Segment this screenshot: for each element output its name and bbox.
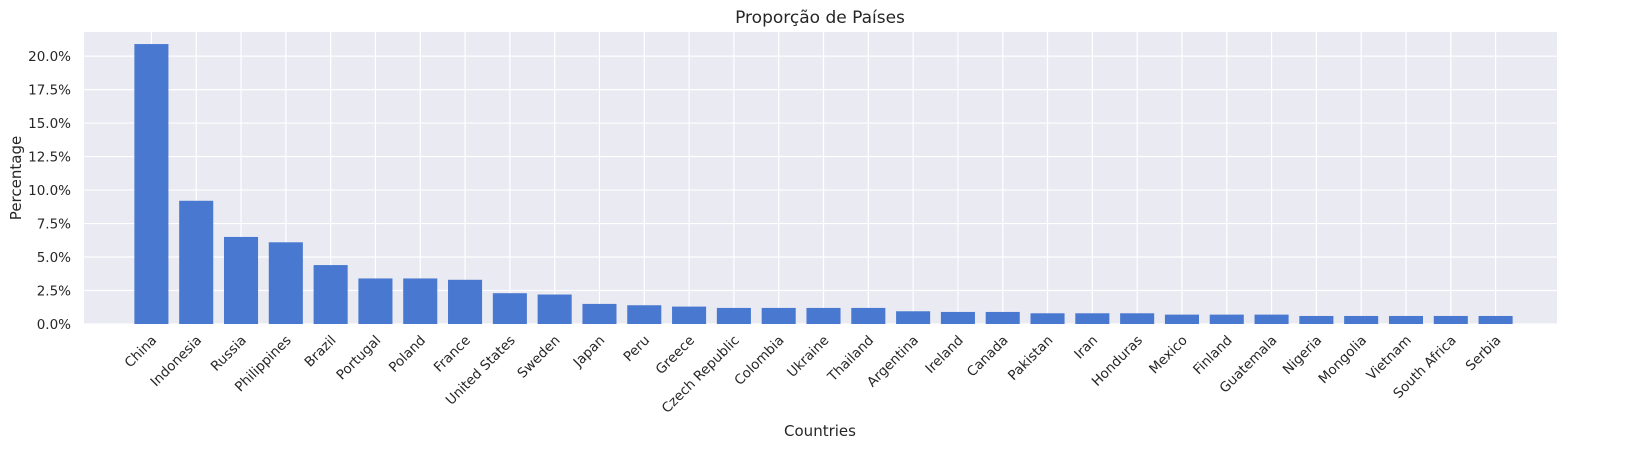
bar-pakistan [1030, 313, 1065, 324]
x-tick-label: Russia [208, 333, 250, 375]
bar-guatemala [1254, 314, 1289, 324]
bar-thailand [851, 307, 886, 324]
x-tick-label: Poland [386, 333, 429, 376]
x-tick-label: Czech Republic [659, 333, 743, 417]
bar-south-africa [1433, 315, 1468, 324]
bar-vietnam [1388, 315, 1424, 324]
bar-japan [582, 303, 617, 324]
y-tick-label: 15.0% [28, 116, 71, 132]
bar-peru [627, 305, 662, 324]
x-tick-label: Iran [1071, 333, 1101, 363]
y-tick-label: 0.0% [37, 317, 71, 333]
bar-iran [1075, 313, 1110, 324]
chart-title: Proporção de Países [735, 8, 905, 28]
y-tick-label: 17.5% [28, 83, 71, 99]
bar-mexico [1164, 314, 1199, 324]
bar-portugal [358, 278, 393, 324]
x-tick-label: China [122, 333, 161, 372]
bar-finland [1209, 314, 1244, 324]
x-tick-label: Sweden [514, 333, 563, 382]
x-tick-label: France [431, 333, 474, 376]
x-tick-label: Japan [570, 333, 609, 372]
bar-united-states [492, 293, 527, 324]
bar-sweden [537, 294, 572, 324]
bar-argentina [896, 311, 931, 324]
bar-serbia [1478, 315, 1513, 324]
x-tick-label: Mexico [1146, 333, 1191, 378]
bar-canada [985, 311, 1020, 324]
bar-nigeria [1299, 315, 1334, 324]
y-tick-label: 5.0% [37, 250, 71, 266]
x-tick-label: Mongolia [1316, 333, 1371, 388]
x-axis-label: Countries [784, 422, 856, 440]
y-tick-label: 7.5% [37, 217, 71, 233]
x-tick-label: Peru [621, 333, 654, 366]
bar-ukraine [806, 307, 841, 324]
bar-colombia [761, 307, 796, 324]
bar-russia [223, 236, 259, 324]
y-tick-label: 12.5% [28, 150, 71, 166]
bar-china [134, 44, 169, 324]
plot-background [84, 32, 1557, 324]
x-tick-label: Greece [653, 333, 698, 378]
y-tick-label: 10.0% [28, 183, 71, 199]
x-tick-label: Ireland [922, 333, 966, 377]
bar-greece [672, 306, 707, 324]
x-tick-label: Brazil [301, 333, 339, 371]
bar-ireland [940, 311, 975, 324]
y-tick-label: 2.5% [37, 284, 71, 300]
x-tick-label: Finland [1190, 333, 1235, 378]
bars [134, 44, 1513, 324]
bar-honduras [1120, 313, 1155, 324]
y-tick-label: 20.0% [28, 49, 71, 65]
y-axis-label: Percentage [7, 136, 25, 220]
bar-poland [403, 278, 438, 324]
x-tick-label: Nigeria [1280, 333, 1325, 378]
x-tick-label: Serbia [1463, 333, 1505, 375]
bar-mongolia [1344, 315, 1379, 324]
bar-philippines [268, 242, 303, 324]
bar-czech-republic [716, 307, 751, 324]
bar-brazil [313, 265, 348, 324]
x-tick-label: Pakistan [1005, 333, 1056, 384]
y-tick-labels: 0.0% 2.5% 5.0% 7.5% 10.0% 12.5% 15.0% 17.5% 20.0… [28, 49, 71, 333]
bar-france [448, 279, 483, 324]
x-tick-label: Portugal [333, 333, 384, 384]
bar-indonesia [179, 200, 214, 324]
